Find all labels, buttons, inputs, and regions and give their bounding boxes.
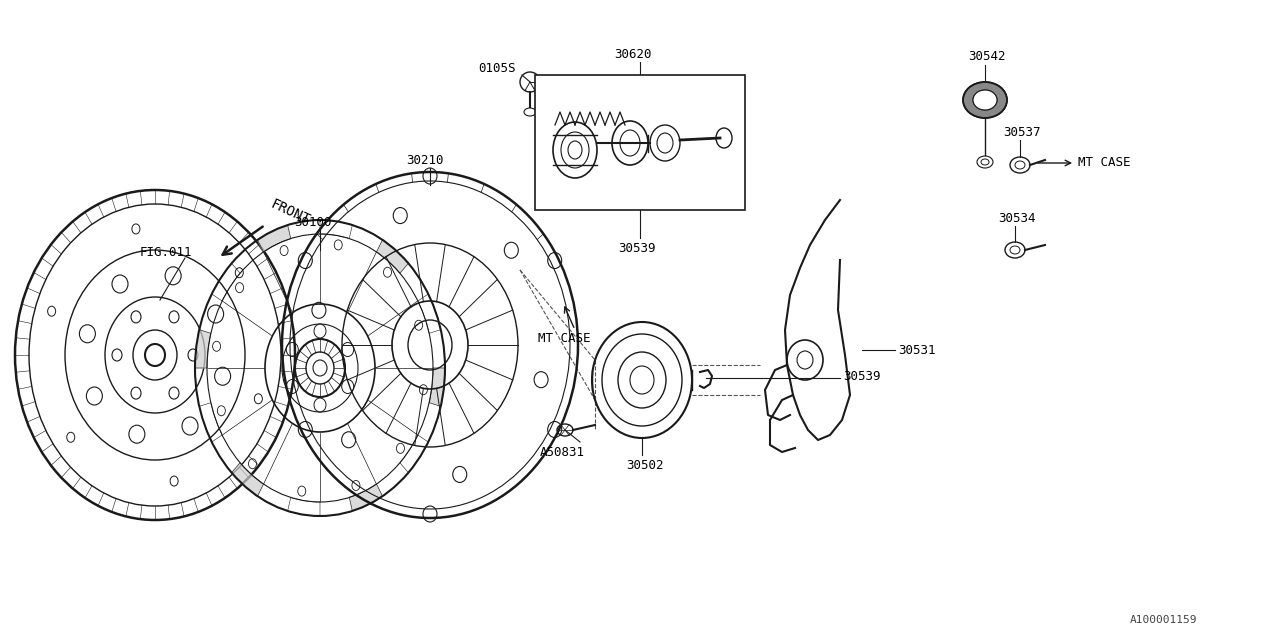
Text: 30537: 30537 [1004, 125, 1041, 138]
Text: 30539: 30539 [618, 241, 655, 255]
Polygon shape [429, 368, 445, 406]
Text: MT CASE: MT CASE [1078, 156, 1130, 168]
Polygon shape [349, 484, 383, 511]
Ellipse shape [963, 82, 1007, 118]
Text: 30502: 30502 [626, 458, 663, 472]
Text: 30539: 30539 [844, 369, 881, 383]
Text: 30100: 30100 [294, 216, 332, 228]
Text: 30620: 30620 [614, 47, 652, 61]
Polygon shape [376, 240, 408, 273]
Polygon shape [257, 225, 291, 252]
Text: FIG.110: FIG.110 [545, 93, 598, 106]
Polygon shape [195, 330, 211, 368]
Text: A100001159: A100001159 [1130, 615, 1198, 625]
Text: FIG.011: FIG.011 [140, 246, 192, 259]
Bar [535, 75, 745, 210]
Text: A50831: A50831 [540, 445, 585, 458]
Text: 30542: 30542 [968, 49, 1006, 63]
Polygon shape [232, 463, 264, 496]
Text: MT CASE: MT CASE [538, 332, 590, 344]
Text: 30210: 30210 [406, 154, 443, 166]
Text: 0105S: 0105S [477, 61, 516, 74]
Text: 30531: 30531 [899, 344, 936, 356]
Ellipse shape [973, 90, 997, 110]
Text: 30534: 30534 [998, 211, 1036, 225]
Text: FRONT: FRONT [268, 197, 312, 227]
